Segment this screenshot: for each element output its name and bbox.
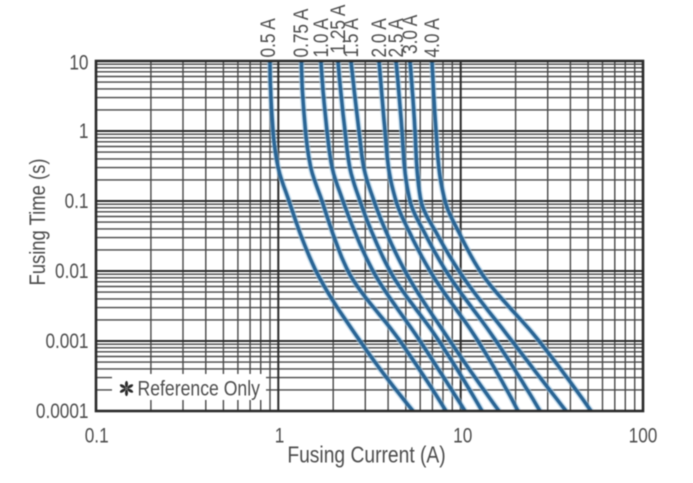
svg-text:3.0 A: 3.0 A xyxy=(400,15,423,54)
svg-text:2.0 A: 2.0 A xyxy=(369,18,392,57)
svg-text:1.5 A: 1.5 A xyxy=(341,18,364,57)
svg-text:0.0001: 0.0001 xyxy=(36,401,89,424)
svg-text:2.5 A: 2.5 A xyxy=(386,18,409,57)
svg-text:0.01: 0.01 xyxy=(55,261,89,284)
svg-text:0.5 A: 0.5 A xyxy=(258,18,281,57)
svg-text:1.25 A: 1.25 A xyxy=(328,5,351,54)
svg-text:1: 1 xyxy=(275,425,285,448)
svg-text:4.0 A: 4.0 A xyxy=(422,18,445,57)
svg-text:10: 10 xyxy=(69,52,88,75)
svg-text:Fusing Current (A): Fusing Current (A) xyxy=(287,442,445,468)
svg-text:100: 100 xyxy=(629,425,658,448)
svg-text:0.001: 0.001 xyxy=(45,331,88,354)
svg-text:Reference Only: Reference Only xyxy=(138,377,261,401)
svg-text:0.75 A: 0.75 A xyxy=(291,9,314,58)
svg-text:1: 1 xyxy=(79,121,89,144)
svg-text:10: 10 xyxy=(453,425,472,448)
svg-text:Fusing Time (s): Fusing Time (s) xyxy=(25,158,50,285)
svg-text:1.0 A: 1.0 A xyxy=(311,18,334,57)
svg-text:0.1: 0.1 xyxy=(65,191,89,214)
svg-text:0.1: 0.1 xyxy=(85,425,109,448)
